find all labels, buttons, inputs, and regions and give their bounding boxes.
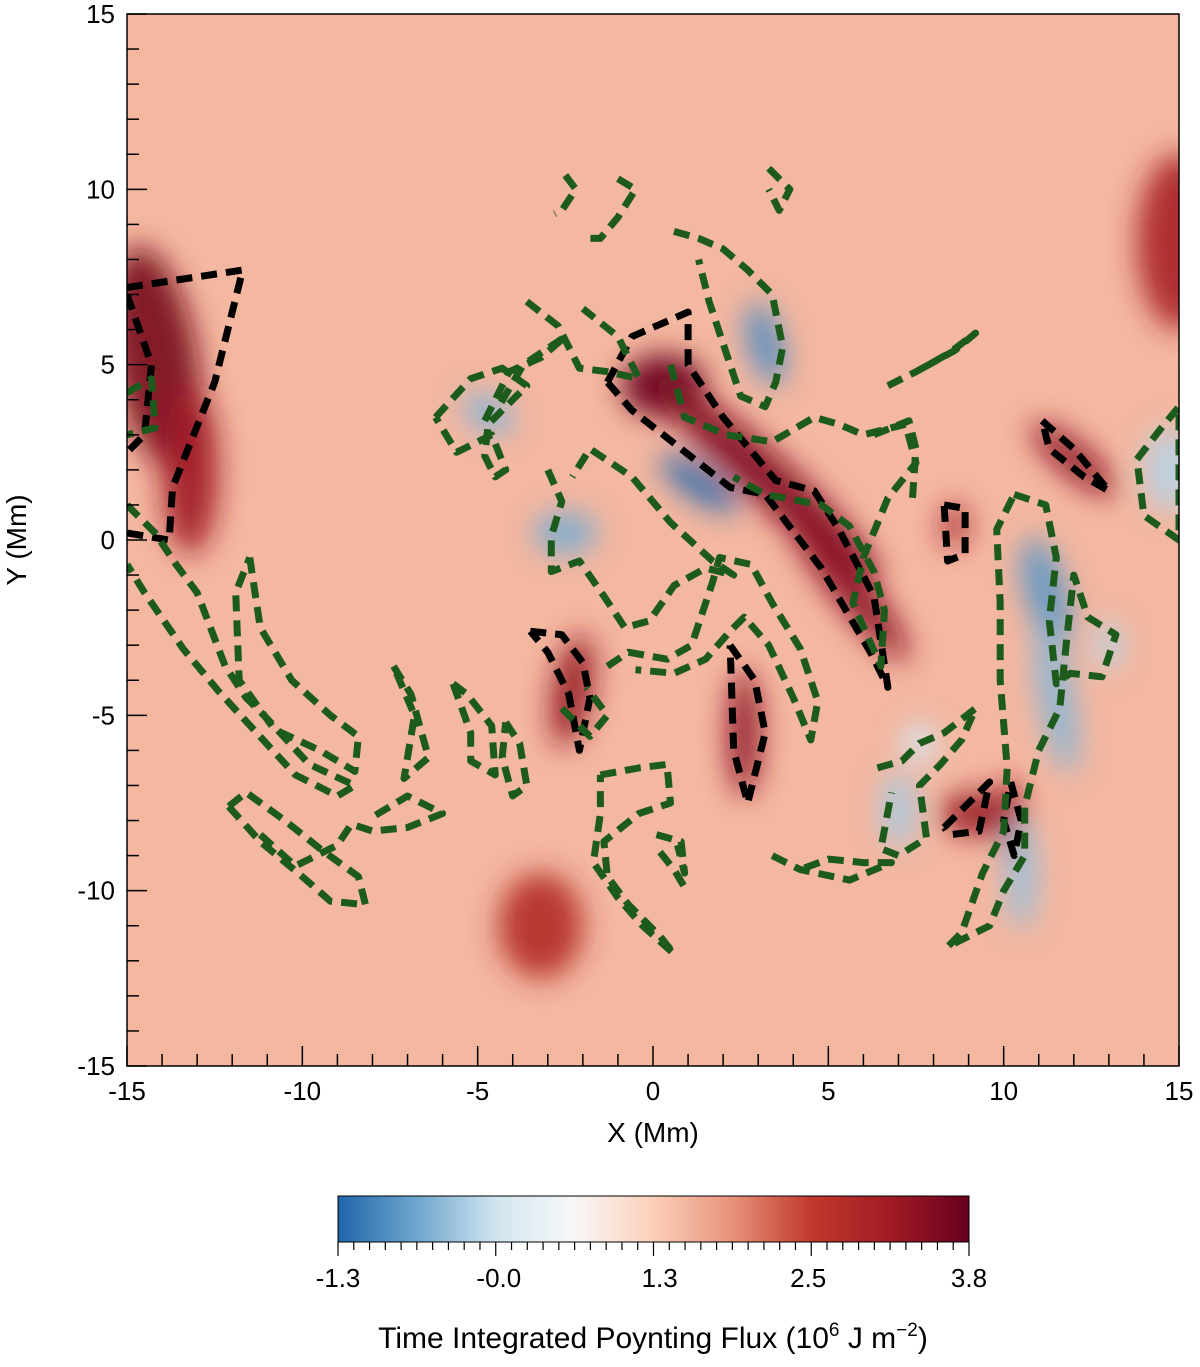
positive-divergence-contour — [449, 681, 499, 779]
flux-maximum-region — [550, 635, 594, 747]
y-tick-label: 15 — [86, 0, 115, 29]
flux-minimum-region — [1034, 621, 1079, 774]
positive-divergence-contour — [127, 502, 359, 800]
positive-divergence-contour — [667, 363, 920, 670]
positive-divergence-contour — [605, 554, 822, 744]
positive-divergence-contour — [589, 760, 678, 958]
positive-divergence-contour — [886, 329, 980, 389]
positive-divergence-contour — [589, 175, 639, 242]
positive-divergence-contour — [232, 556, 362, 775]
x-tick-label: -15 — [108, 1076, 146, 1106]
negative-divergence-contour — [940, 501, 969, 565]
y-tick-label: 5 — [101, 350, 115, 380]
positive-divergence-contour — [876, 704, 980, 860]
colorbar-title-prefix: Time Integrated Poynting Flux (10 — [378, 1322, 829, 1355]
positive-divergence-contour — [944, 491, 1120, 951]
y-tick-label: 10 — [86, 174, 115, 204]
negative-divergence-contour — [127, 266, 247, 544]
colorbar-title: Time Integrated Poynting Flux (106 J m−2… — [378, 1320, 928, 1355]
positive-divergence-contour — [770, 852, 895, 884]
positive-divergence-contour — [524, 298, 643, 383]
positive-divergence-contour — [390, 664, 433, 782]
contour-lines — [127, 165, 1179, 958]
positive-divergence-contour — [432, 364, 531, 481]
colorbar-tick-label: -1.3 — [316, 1263, 361, 1293]
positive-divergence-contour — [657, 849, 688, 890]
y-axis-title: Y (Mm) — [1, 494, 32, 585]
x-tick-label: 5 — [821, 1076, 835, 1106]
positive-divergence-contour — [872, 417, 920, 499]
colorbar-tick-labels: -1.3 -0.0 1.3 2.5 3.8 — [316, 1263, 987, 1293]
x-axis-title: X (Mm) — [607, 1117, 699, 1148]
positive-divergence-contour — [226, 789, 369, 909]
flux-maximum-region — [162, 385, 219, 555]
positive-divergence-contour — [655, 831, 689, 877]
flux-maximum-region — [1136, 154, 1179, 330]
colorbar-tick-label: -0.0 — [476, 1263, 521, 1293]
positive-divergence-contour — [481, 333, 569, 423]
heatmap-plot — [126, 13, 1180, 1067]
positive-divergence-contour — [257, 792, 447, 870]
x-tick-label: -10 — [284, 1076, 322, 1106]
negative-divergence-contour — [726, 643, 769, 807]
positive-divergence-contour — [498, 720, 531, 800]
negative-divergence-contour — [1038, 418, 1113, 495]
colorbar-title-exponent-2: −2 — [896, 1320, 918, 1341]
flux-minimum-region — [1143, 427, 1179, 512]
flux-maximum-region — [783, 503, 909, 661]
flux-minimum-region — [745, 302, 786, 385]
colorbar-title-units: J m — [840, 1322, 897, 1355]
y-tick-label: -5 — [92, 700, 115, 730]
colorbar-title-suffix: ) — [918, 1322, 928, 1355]
positive-divergence-contour — [765, 165, 794, 214]
colorbar-title-exponent-1: 6 — [829, 1320, 840, 1341]
x-tick-label: -5 — [466, 1076, 489, 1106]
flux-minimum-region — [533, 511, 597, 555]
negative-divergence-contour — [127, 293, 155, 455]
positive-divergence-contour — [553, 173, 580, 218]
y-tick-label: -10 — [77, 876, 115, 906]
positive-divergence-contour — [673, 228, 787, 411]
axis-tick-labels: -15 -10 -5 0 5 10 15 15 10 5 0 -5 -10 -15 — [77, 0, 1193, 1106]
negative-divergence-contour — [604, 308, 892, 691]
colorbar-tick-label: 2.5 — [790, 1263, 826, 1293]
axis-ticks — [126, 13, 1180, 1067]
x-tick-label: 10 — [989, 1076, 1018, 1106]
y-tick-label: -15 — [77, 1051, 115, 1081]
positive-divergence-contour — [1133, 403, 1179, 544]
colorbar-ticks — [337, 1242, 970, 1256]
flux-maximum-region — [498, 873, 583, 979]
flux-maximum-region — [940, 792, 1011, 835]
positive-divergence-contour — [127, 375, 159, 439]
colorbar-tick-label: 3.8 — [951, 1263, 987, 1293]
colorbar-tick-label: 1.3 — [642, 1263, 678, 1293]
flux-minimum-region — [880, 771, 916, 849]
negative-divergence-contour — [941, 778, 994, 839]
positive-divergence-contour — [559, 685, 611, 740]
x-tick-label: 15 — [1165, 1076, 1194, 1106]
positive-divergence-contour — [544, 445, 738, 632]
x-tick-label: 0 — [646, 1076, 660, 1106]
flux-minimum-region — [1020, 538, 1071, 648]
y-tick-label: 0 — [101, 525, 115, 555]
negative-divergence-contour — [527, 627, 594, 754]
colorbar-gradient — [337, 1195, 970, 1243]
colorbar: -1.3 -0.0 1.3 2.5 3.8 Time Integrated Poynti… — [316, 1195, 987, 1355]
flux-minimum-region — [660, 455, 737, 513]
